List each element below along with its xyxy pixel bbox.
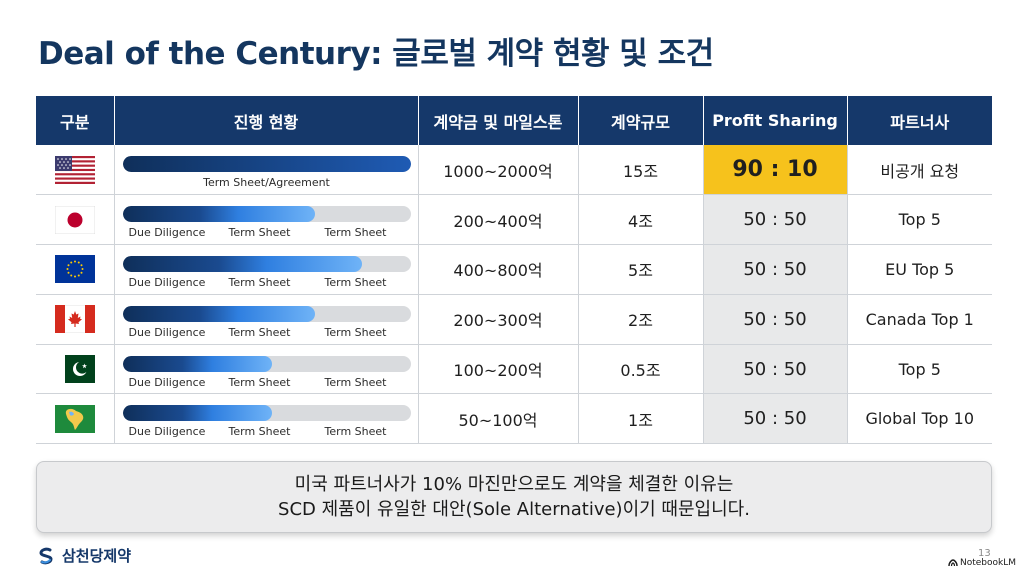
progress-fill — [122, 206, 316, 223]
stage-label: Due Diligence — [128, 325, 206, 339]
profit-sharing-cell: 50 : 50 — [702, 244, 847, 295]
scale-cell: 1조 — [577, 393, 703, 445]
key-message-callout: 미국 파트너사가 10% 마진만으로도 계약을 체결한 이유는 SCD 제품이 … — [36, 461, 992, 533]
header-scale: 계약규모 — [577, 96, 703, 145]
amount-cell: 200~300억 — [417, 294, 578, 345]
stage-label: Term Sheet — [228, 425, 291, 439]
table-row: Due Diligence Term Sheet Term Sheet 200~… — [36, 194, 992, 246]
stage-label: Term Sheet — [324, 276, 387, 290]
scale-cell: 0.5조 — [577, 344, 703, 395]
progress-track — [122, 256, 411, 273]
amount-cell: 200~400억 — [417, 194, 578, 246]
company-brand: 삼천당제약 — [36, 545, 131, 566]
scale-cell: 2조 — [577, 294, 703, 345]
amount-cell: 1000~2000억 — [417, 145, 578, 196]
notebooklm-watermark: NotebookLM — [948, 558, 1016, 568]
pakistan-flag-icon — [54, 355, 95, 384]
profit-sharing-cell: 50 : 50 — [702, 194, 847, 246]
scale-cell: 4조 — [577, 194, 703, 246]
header-amount: 계약금 및 마일스톤 — [417, 96, 578, 145]
progress-cell: Due Diligence Term Sheet Term Sheet — [113, 194, 418, 246]
watermark-text: NotebookLM — [960, 558, 1017, 568]
stage-label: Term Sheet — [228, 276, 291, 290]
table-row: Due Diligence Term Sheet Term Sheet 400~… — [36, 244, 992, 295]
progress-fill — [122, 256, 362, 273]
partner-cell: Top 5 — [846, 344, 992, 395]
eu-flag-icon — [54, 255, 95, 284]
progress-track — [122, 156, 411, 172]
profit-sharing-cell: 50 : 50 — [702, 344, 847, 395]
stage-label: Term Sheet — [228, 226, 291, 240]
callout-line: 미국 파트너사가 10% 마진만으로도 계약을 체결한 이유는 — [294, 473, 734, 495]
stage-label: Due Diligence — [128, 276, 206, 290]
progress-cell: Due Diligence Term Sheet Term Sheet — [113, 393, 418, 445]
progress-track — [122, 206, 411, 223]
scale-cell: 15조 — [577, 145, 703, 196]
partner-cell: Top 5 — [846, 194, 992, 246]
progress-fill — [122, 305, 316, 322]
stage-label: Term Sheet/Agreement — [203, 176, 330, 189]
stage-label: Term Sheet — [228, 325, 291, 339]
canada-flag-icon — [54, 305, 95, 334]
latin-america-map-icon — [54, 404, 95, 433]
amount-cell: 400~800억 — [417, 244, 578, 295]
partner-cell: 비공개 요청 — [846, 145, 992, 196]
stage-label: Term Sheet — [324, 325, 387, 339]
profit-sharing-cell: 50 : 50 — [702, 294, 847, 345]
japan-flag-icon — [54, 205, 95, 234]
partner-cell: Canada Top 1 — [846, 294, 992, 345]
header-profit-sharing: Profit Sharing — [702, 96, 847, 145]
stage-label: Term Sheet — [324, 226, 387, 240]
header-progress: 진행 현황 — [113, 96, 418, 145]
progress-fill — [122, 405, 273, 422]
callout-line: SCD 제품이 유일한 대안(Sole Alternative)이기 때문입니다… — [278, 499, 750, 520]
header-category: 구분 — [36, 96, 114, 145]
table-row: Due Diligence Term Sheet Term Sheet 100~… — [36, 344, 992, 395]
usa-flag-icon — [54, 155, 95, 184]
company-logo-icon — [36, 546, 56, 566]
progress-cell: Term Sheet/Agreement — [113, 145, 418, 196]
stage-label: Term Sheet — [228, 375, 291, 389]
deal-table: 구분 진행 현황 계약금 및 마일스톤 계약규모 Profit Sharing … — [36, 96, 992, 445]
progress-fill — [122, 156, 411, 172]
amount-cell: 50~100억 — [417, 393, 578, 445]
amount-cell: 100~200억 — [417, 344, 578, 395]
stage-label: Due Diligence — [128, 226, 206, 240]
table-row: Due Diligence Term Sheet Term Sheet 200~… — [36, 294, 992, 345]
profit-sharing-cell: 50 : 50 — [702, 393, 847, 445]
company-name: 삼천당제약 — [62, 547, 132, 565]
partner-cell: EU Top 5 — [846, 244, 992, 295]
progress-cell: Due Diligence Term Sheet Term Sheet — [113, 344, 418, 395]
profit-sharing-cell: 90 : 10 — [702, 145, 847, 196]
partner-cell: Global Top 10 — [846, 393, 992, 445]
page-title: Deal of the Century: 글로벌 계약 현황 및 조건 — [38, 36, 714, 72]
stage-label: Due Diligence — [128, 425, 206, 439]
progress-cell: Due Diligence Term Sheet Term Sheet — [113, 294, 418, 345]
page-number: 13 — [978, 548, 991, 559]
stage-label: Due Diligence — [128, 375, 206, 389]
progress-track — [122, 405, 411, 422]
stage-label: Term Sheet — [324, 375, 387, 389]
table-row: Due Diligence Term Sheet Term Sheet 50~1… — [36, 393, 992, 445]
header-partner: 파트너사 — [846, 96, 992, 145]
notebooklm-logo-icon — [948, 559, 958, 567]
table-row: Term Sheet/Agreement 1000~2000억 15조 90 :… — [36, 145, 992, 196]
scale-cell: 5조 — [577, 244, 703, 295]
stage-label: Term Sheet — [324, 425, 387, 439]
table-header-row: 구분 진행 현황 계약금 및 마일스톤 계약규모 Profit Sharing … — [36, 96, 992, 145]
progress-fill — [122, 355, 273, 372]
progress-track — [122, 305, 411, 322]
progress-track — [122, 355, 411, 372]
progress-cell: Due Diligence Term Sheet Term Sheet — [113, 244, 418, 295]
